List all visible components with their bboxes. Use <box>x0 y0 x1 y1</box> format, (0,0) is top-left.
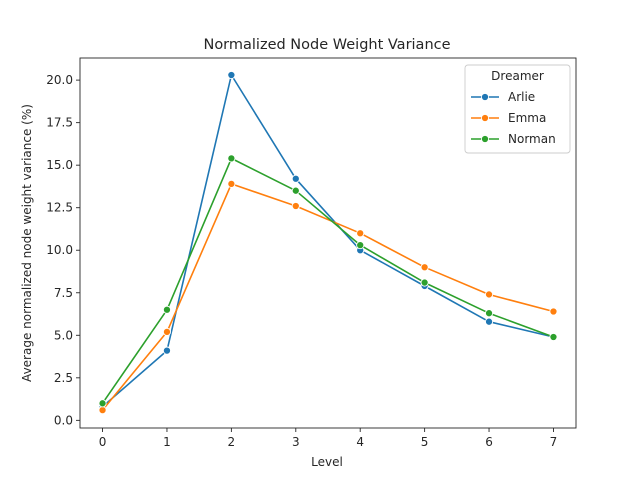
data-point-norman <box>484 309 494 318</box>
x-tick-label: 5 <box>421 435 429 449</box>
y-tick-label: 5.0 <box>54 328 73 342</box>
legend-title: Dreamer <box>491 69 544 83</box>
chart-title: Normalized Node Weight Variance <box>203 37 450 53</box>
x-tick-label: 6 <box>485 435 493 449</box>
data-point-emma <box>549 307 558 316</box>
x-tick-label: 2 <box>228 435 236 449</box>
legend-marker-norman <box>480 134 490 144</box>
axes: 0 1 2 3 4 5 6 7 0.0 2.5 5.0 7.5 10.0 12.5 15.0 17.5 20.0 <box>46 57 577 449</box>
data-point-emma <box>227 179 236 188</box>
data-point-norman <box>162 305 172 314</box>
legend-marker-arlie <box>480 92 490 102</box>
series-layer <box>98 70 558 415</box>
x-tick-label: 0 <box>99 435 107 449</box>
data-point-norman <box>420 278 429 287</box>
series-line-emma <box>101 183 554 411</box>
x-tick-label: 7 <box>550 435 558 449</box>
data-point-emma <box>420 263 429 272</box>
data-point-emma <box>484 290 494 299</box>
x-tick-label: 1 <box>163 435 171 449</box>
y-tick-label: 15.0 <box>46 158 73 172</box>
y-tick-label: 7.5 <box>54 286 73 300</box>
data-point-arlie <box>484 317 494 326</box>
data-point-emma <box>291 201 300 211</box>
data-point-norman <box>291 186 300 195</box>
y-tick-label: 0.0 <box>54 413 73 427</box>
legend-marker-emma <box>480 113 490 123</box>
y-tick-label: 10.0 <box>46 243 73 257</box>
legend-label-norman: Norman <box>508 132 556 146</box>
y-tick-label: 2.5 <box>54 371 73 385</box>
x-tick-label: 3 <box>292 435 300 449</box>
y-axis-label: Average normalized node weight variance … <box>20 104 34 382</box>
data-point-norman <box>98 399 107 408</box>
plot-frame <box>79 57 577 429</box>
data-point-arlie <box>291 174 300 183</box>
legend: Dreamer Arlie Emma Norman <box>464 64 571 154</box>
legend-box <box>464 64 571 154</box>
y-tick-label: 20.0 <box>46 73 73 87</box>
x-axis-label: Level <box>311 455 343 469</box>
series-line-norman <box>101 157 554 404</box>
data-point-norman <box>227 154 236 163</box>
legend-label-arlie: Arlie <box>508 90 535 104</box>
y-tick-label: 17.5 <box>46 116 73 130</box>
legend-label-emma: Emma <box>508 111 546 125</box>
data-point-norman <box>549 332 558 342</box>
y-tick-label: 12.5 <box>46 201 73 215</box>
data-point-arlie <box>227 70 236 80</box>
data-point-norman <box>356 241 365 250</box>
series-line-arlie <box>101 74 554 408</box>
data-point-emma <box>162 327 172 336</box>
data-point-emma <box>356 229 365 238</box>
x-tick-label: 4 <box>356 435 364 449</box>
data-point-arlie <box>162 346 172 355</box>
data-point-emma <box>98 406 107 415</box>
